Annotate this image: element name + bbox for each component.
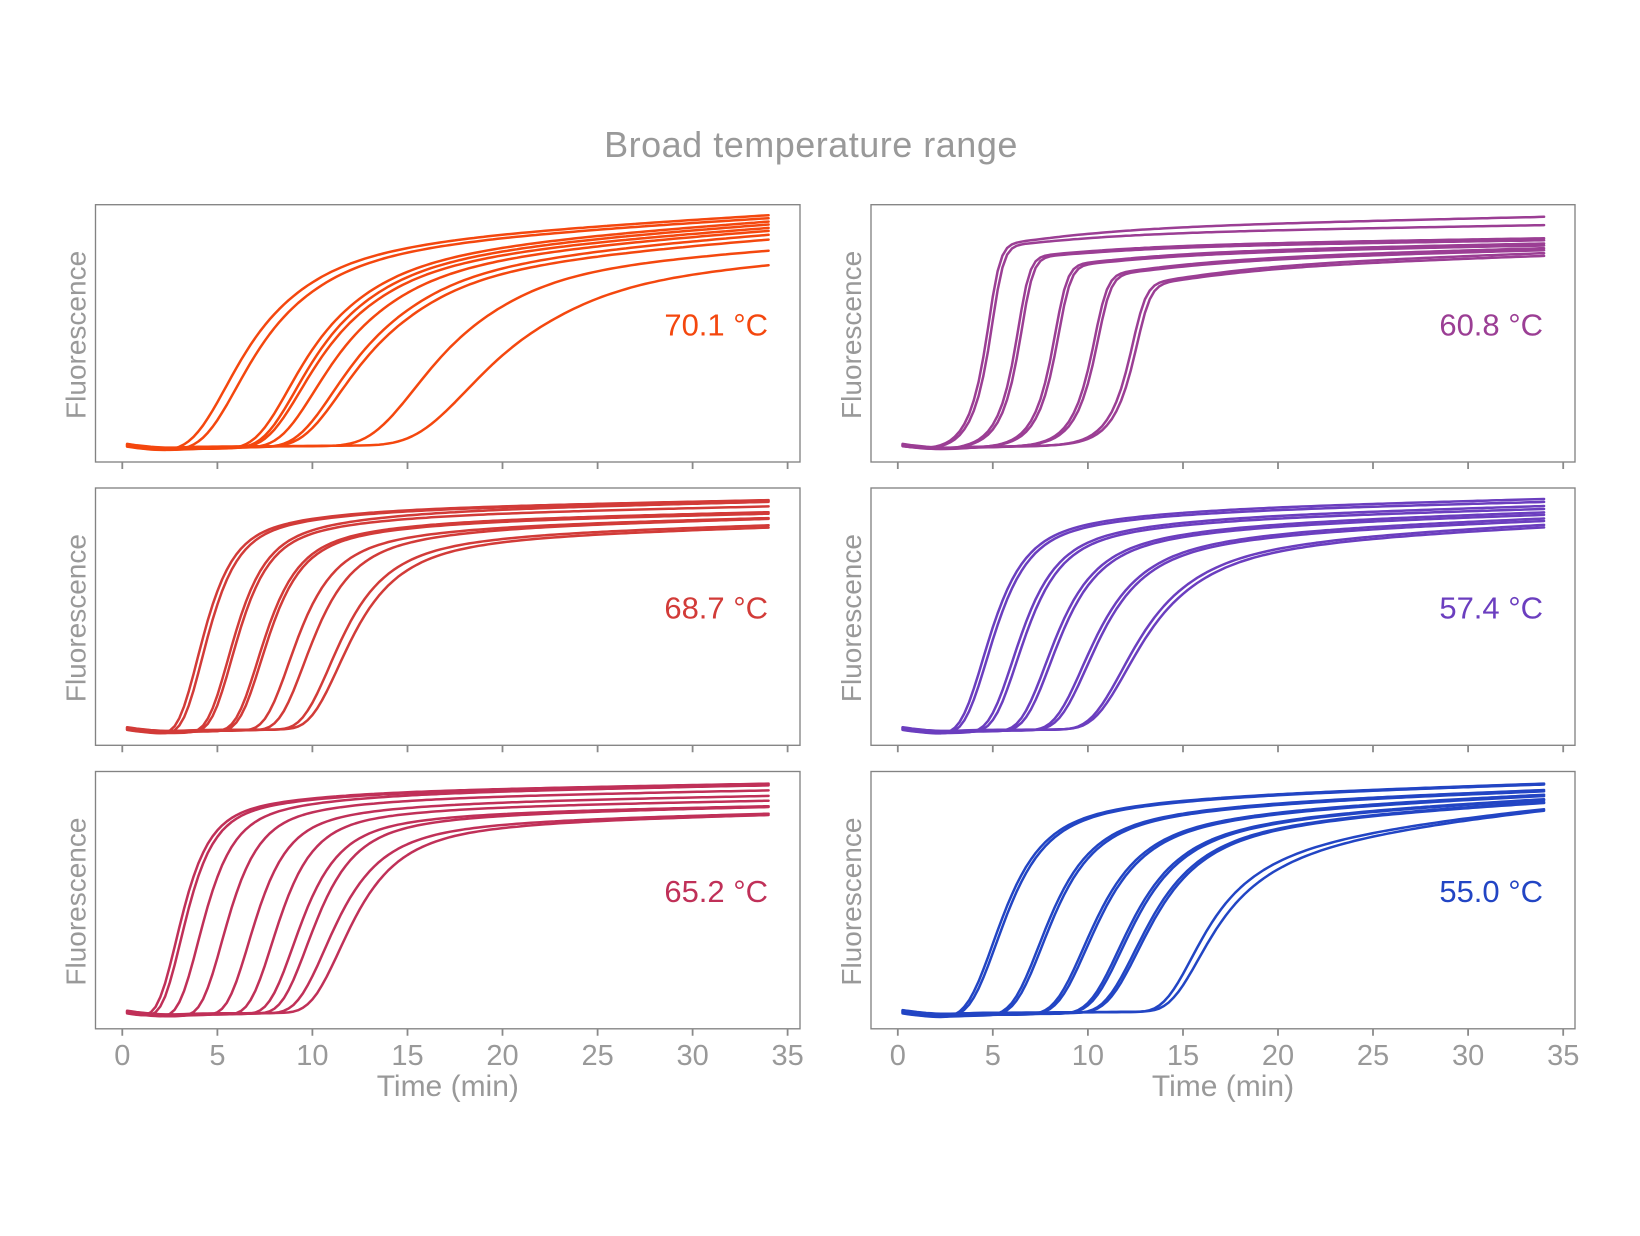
svg-text:60.8 °C: 60.8 °C (1439, 307, 1543, 342)
svg-text:Fluorescence: Fluorescence (836, 534, 867, 702)
svg-text:35: 35 (771, 1040, 803, 1072)
svg-text:65.2 °C: 65.2 °C (664, 874, 768, 909)
svg-text:Fluorescence: Fluorescence (61, 251, 92, 419)
svg-text:70.1 °C: 70.1 °C (664, 307, 768, 342)
svg-text:Time (min): Time (min) (1152, 1070, 1294, 1103)
svg-text:15: 15 (1167, 1040, 1199, 1072)
svg-text:5: 5 (209, 1040, 225, 1072)
svg-text:0: 0 (114, 1040, 130, 1072)
svg-text:25: 25 (581, 1040, 613, 1072)
svg-text:0: 0 (890, 1040, 906, 1072)
svg-text:35: 35 (1547, 1040, 1579, 1072)
svg-text:57.4 °C: 57.4 °C (1439, 591, 1543, 626)
svg-text:10: 10 (296, 1040, 328, 1072)
svg-text:20: 20 (486, 1040, 518, 1072)
svg-text:55.0 °C: 55.0 °C (1439, 874, 1543, 909)
svg-text:Fluorescence: Fluorescence (836, 818, 867, 986)
svg-text:Broad temperature range: Broad temperature range (604, 124, 1018, 165)
svg-text:Fluorescence: Fluorescence (61, 534, 92, 702)
svg-text:5: 5 (985, 1040, 1001, 1072)
svg-text:68.7 °C: 68.7 °C (664, 591, 768, 626)
svg-text:30: 30 (676, 1040, 708, 1072)
svg-text:15: 15 (391, 1040, 423, 1072)
svg-text:20: 20 (1262, 1040, 1294, 1072)
svg-text:Time (min): Time (min) (377, 1070, 519, 1103)
svg-text:25: 25 (1357, 1040, 1389, 1072)
svg-text:30: 30 (1452, 1040, 1484, 1072)
svg-text:10: 10 (1072, 1040, 1104, 1072)
svg-text:Fluorescence: Fluorescence (836, 251, 867, 419)
svg-text:Fluorescence: Fluorescence (61, 818, 92, 986)
